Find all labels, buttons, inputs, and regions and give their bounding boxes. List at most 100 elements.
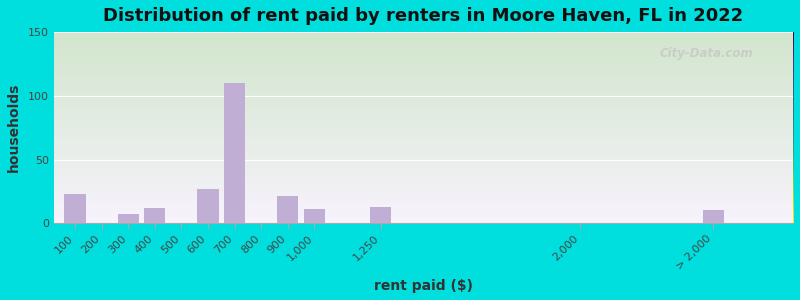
Bar: [54, 101, 793, 103]
Bar: [118, 214, 139, 223]
Bar: [54, 141, 793, 143]
Bar: [54, 158, 793, 160]
Bar: [54, 176, 793, 177]
Bar: [54, 162, 793, 164]
Bar: [54, 200, 793, 202]
Bar: [54, 118, 793, 120]
Bar: [54, 122, 793, 124]
Bar: [54, 40, 793, 42]
Bar: [54, 177, 793, 179]
Bar: [54, 126, 793, 128]
Bar: [54, 109, 793, 110]
Bar: [198, 189, 218, 223]
Bar: [54, 42, 793, 43]
Bar: [54, 189, 793, 191]
Bar: [54, 160, 793, 162]
Bar: [54, 219, 793, 221]
Bar: [54, 55, 793, 57]
Bar: [54, 103, 793, 105]
X-axis label: rent paid ($): rent paid ($): [374, 279, 473, 293]
Bar: [54, 36, 793, 38]
Bar: [54, 185, 793, 187]
Bar: [54, 32, 793, 34]
Bar: [54, 78, 793, 80]
Bar: [54, 187, 793, 189]
Bar: [54, 179, 793, 181]
Bar: [54, 154, 793, 156]
Bar: [54, 181, 793, 183]
Bar: [224, 83, 246, 223]
Bar: [54, 116, 793, 118]
Bar: [54, 143, 793, 145]
Bar: [54, 67, 793, 68]
Bar: [54, 59, 793, 61]
Bar: [54, 63, 793, 64]
Bar: [144, 208, 166, 223]
Bar: [54, 193, 793, 195]
Bar: [54, 84, 793, 85]
Bar: [54, 106, 793, 109]
Bar: [54, 57, 793, 59]
Bar: [54, 105, 793, 106]
Bar: [54, 145, 793, 147]
Bar: [54, 85, 793, 88]
Bar: [54, 147, 793, 149]
Bar: [54, 76, 793, 78]
Bar: [54, 208, 793, 210]
Bar: [54, 95, 793, 97]
Bar: [54, 139, 793, 141]
Bar: [64, 194, 86, 223]
Bar: [54, 172, 793, 173]
Bar: [54, 156, 793, 158]
Bar: [54, 82, 793, 84]
Bar: [54, 166, 793, 168]
Bar: [54, 216, 793, 218]
Bar: [54, 195, 793, 197]
Bar: [54, 38, 793, 40]
Bar: [54, 131, 793, 134]
Bar: [54, 204, 793, 206]
Bar: [54, 64, 793, 67]
Bar: [702, 211, 724, 223]
Bar: [54, 210, 793, 212]
Bar: [54, 88, 793, 89]
Bar: [54, 198, 793, 200]
Bar: [54, 212, 793, 214]
Bar: [54, 68, 793, 70]
Bar: [54, 44, 793, 45]
Bar: [54, 45, 793, 47]
Bar: [54, 130, 793, 131]
Bar: [54, 173, 793, 175]
Bar: [54, 168, 793, 170]
Bar: [54, 151, 793, 152]
Title: Distribution of rent paid by renters in Moore Haven, FL in 2022: Distribution of rent paid by renters in …: [103, 7, 743, 25]
Bar: [54, 34, 793, 36]
Bar: [54, 61, 793, 63]
Bar: [54, 196, 793, 198]
Bar: [370, 207, 391, 223]
Bar: [54, 149, 793, 151]
Y-axis label: households: households: [7, 83, 21, 172]
Bar: [54, 114, 793, 116]
Bar: [54, 49, 793, 51]
Bar: [54, 135, 793, 137]
Bar: [277, 196, 298, 223]
Text: City-Data.com: City-Data.com: [660, 47, 754, 60]
Bar: [54, 47, 793, 49]
Bar: [54, 70, 793, 72]
Bar: [54, 89, 793, 91]
Bar: [54, 91, 793, 93]
Bar: [54, 112, 793, 114]
Bar: [54, 164, 793, 166]
Bar: [54, 110, 793, 112]
Bar: [54, 93, 793, 95]
Bar: [304, 209, 325, 223]
Bar: [54, 191, 793, 193]
Bar: [54, 221, 793, 223]
Bar: [54, 137, 793, 139]
Bar: [54, 51, 793, 53]
Bar: [54, 120, 793, 122]
Bar: [54, 206, 793, 208]
Bar: [54, 183, 793, 185]
Bar: [54, 218, 793, 219]
